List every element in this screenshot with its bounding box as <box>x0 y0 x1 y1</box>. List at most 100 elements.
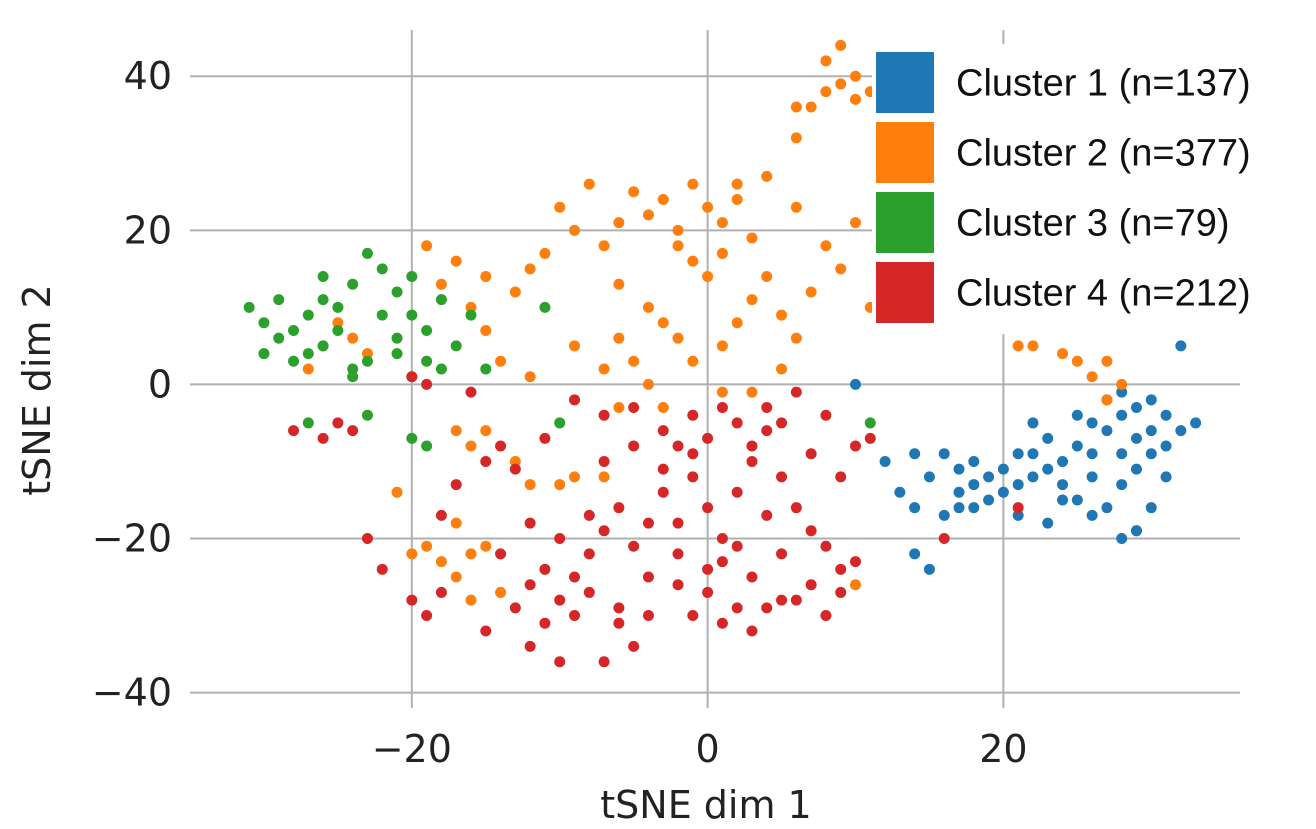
data-point <box>835 78 847 90</box>
data-point <box>598 471 610 483</box>
data-point <box>1057 348 1069 360</box>
data-point <box>332 301 344 313</box>
data-point <box>657 463 669 475</box>
data-point <box>569 610 581 622</box>
data-point <box>495 586 507 598</box>
data-point <box>480 455 492 467</box>
data-point <box>642 517 654 529</box>
data-point <box>465 386 477 398</box>
data-point <box>849 440 861 452</box>
legend-background <box>872 44 1308 334</box>
data-point <box>450 517 462 529</box>
data-point <box>790 386 802 398</box>
data-point <box>317 340 329 352</box>
legend-label: Cluster 4 (n=212) <box>956 273 1251 315</box>
data-point <box>731 417 743 429</box>
legend-label: Cluster 1 (n=137) <box>956 63 1251 105</box>
data-point <box>1130 525 1142 537</box>
data-point <box>894 486 906 498</box>
data-point <box>1057 455 1069 467</box>
data-point <box>421 440 433 452</box>
data-point <box>820 55 832 67</box>
data-point <box>776 363 788 375</box>
data-point <box>347 371 359 383</box>
data-point <box>243 301 255 313</box>
data-point <box>480 363 492 375</box>
data-point <box>406 371 418 383</box>
data-point <box>554 656 566 668</box>
data-point <box>302 417 314 429</box>
data-point <box>731 540 743 552</box>
data-point <box>1145 425 1157 437</box>
data-point <box>672 548 684 560</box>
data-point <box>332 324 344 336</box>
data-point <box>347 278 359 290</box>
data-point <box>642 301 654 313</box>
data-point <box>495 355 507 367</box>
data-point <box>776 309 788 321</box>
data-point <box>997 486 1009 498</box>
data-point <box>583 548 595 560</box>
data-point <box>1012 479 1024 491</box>
data-point <box>613 502 625 514</box>
data-point <box>1086 509 1098 521</box>
data-point <box>332 417 344 429</box>
data-point <box>657 317 669 329</box>
legend: Cluster 1 (n=137) Cluster 2 (n=377) Cluste… <box>872 44 1308 334</box>
data-point <box>1101 394 1113 406</box>
data-point <box>953 463 965 475</box>
legend-label: Cluster 2 (n=377) <box>956 133 1251 175</box>
data-point <box>687 448 699 460</box>
data-point <box>524 579 536 591</box>
data-point <box>524 479 536 491</box>
data-point <box>820 86 832 98</box>
data-point <box>1071 409 1083 421</box>
data-point <box>435 294 447 306</box>
data-point <box>687 255 699 267</box>
y-tick-label: 40 <box>124 54 172 98</box>
x-tick-label: 20 <box>979 727 1027 771</box>
data-point <box>406 271 418 283</box>
data-point <box>347 363 359 375</box>
data-point <box>509 463 521 475</box>
data-point <box>849 378 861 390</box>
data-point <box>716 217 728 229</box>
data-point <box>435 509 447 521</box>
data-point <box>790 132 802 144</box>
data-point <box>258 348 270 360</box>
data-point <box>391 286 403 298</box>
data-point <box>1145 394 1157 406</box>
data-point <box>583 509 595 521</box>
data-point <box>746 625 758 637</box>
y-tick-label: −40 <box>92 671 172 715</box>
data-point <box>820 409 832 421</box>
data-point <box>554 201 566 213</box>
data-point <box>480 625 492 637</box>
data-point <box>1145 502 1157 514</box>
data-point <box>687 409 699 421</box>
data-point <box>672 224 684 236</box>
data-point <box>524 371 536 383</box>
data-point <box>1116 378 1128 390</box>
data-point <box>731 317 743 329</box>
data-point <box>657 425 669 437</box>
y-tick-label: 20 <box>124 208 172 252</box>
data-point <box>1130 463 1142 475</box>
data-point <box>909 502 921 514</box>
data-point <box>421 324 433 336</box>
data-point <box>1101 355 1113 367</box>
data-point <box>391 348 403 360</box>
data-point <box>554 533 566 544</box>
data-point <box>746 386 758 398</box>
data-point <box>820 240 832 252</box>
y-tick-label: 0 <box>148 362 172 406</box>
data-point <box>598 240 610 252</box>
data-point <box>1086 371 1098 383</box>
data-point <box>702 201 714 213</box>
data-point <box>613 602 625 614</box>
data-point <box>716 617 728 629</box>
data-point <box>1160 409 1172 421</box>
data-point <box>702 432 714 444</box>
data-point <box>391 486 403 498</box>
data-point <box>539 617 551 629</box>
